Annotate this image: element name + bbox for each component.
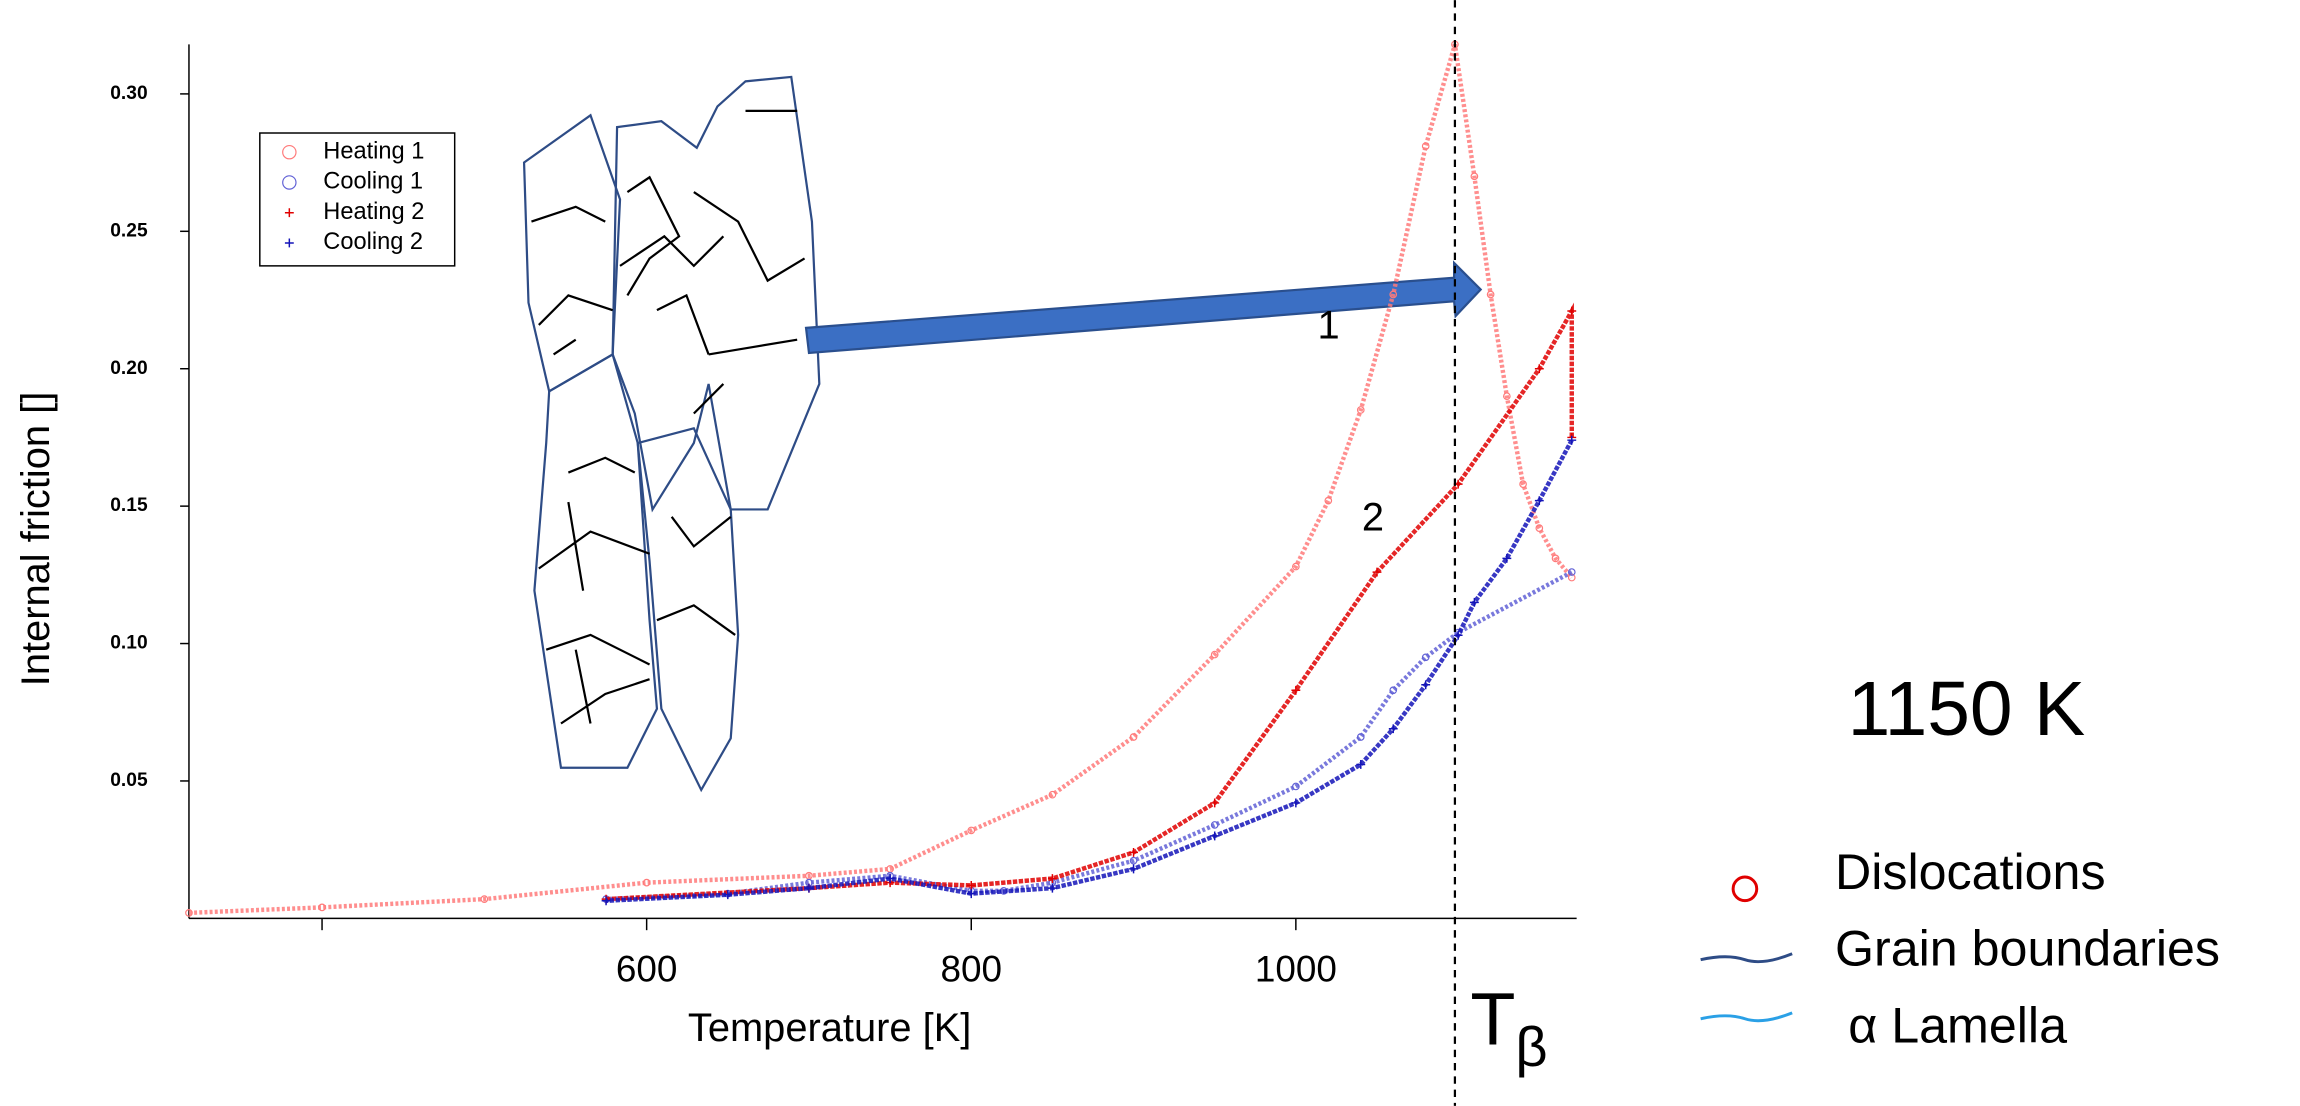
data-point [1388,724,1398,734]
arrow [804,260,1483,355]
data-point [1503,392,1511,401]
data-point [1519,480,1527,488]
data-point [1210,650,1219,659]
data-point [1534,364,1544,374]
data-point [723,890,733,900]
data-point [642,878,651,887]
series [602,568,1576,903]
annotation: 1 [1318,303,1340,347]
feature-label: Grain boundaries [1835,921,2220,977]
data-point [1567,306,1577,316]
data-point [1324,496,1333,505]
data-point [1047,874,1057,883]
y-tick-label: 0.10 [110,633,147,654]
data-point [1356,760,1366,769]
data-point [601,896,611,906]
data-point [885,874,895,883]
data-point [1291,685,1301,695]
transus-sub: β [1515,1015,1547,1078]
transus-main: T [1470,977,1515,1060]
series [601,435,1577,906]
legend-symbol [284,208,294,218]
annotation: 2 [1362,495,1384,539]
legend-symbol [282,144,297,160]
data-point [1567,568,1576,576]
data-point [1421,680,1431,690]
data-point [967,826,976,835]
data-point [318,903,326,912]
dislocation-symbol [1731,875,1759,903]
data-point [1421,142,1430,150]
data-point [1356,406,1365,414]
series [601,302,1577,904]
transus-label: Tβ [1470,977,1547,1078]
data-point [1129,847,1138,857]
grain-sketch [522,75,821,793]
feature-label: α Lamella [1848,997,2067,1053]
data-point [804,883,814,893]
x-tick-label: 600 [616,948,678,989]
legend: Heating 1 Cooling 1 Heating 2 Cooling 2 [259,132,456,267]
legend-symbol [284,238,294,248]
series [185,40,1576,917]
feature-label: Dislocations [1835,844,2106,900]
data-point [1389,290,1398,299]
data-point [480,895,489,903]
y-tick-label: 0.05 [110,770,148,791]
legend-label: Heating 2 [323,199,424,225]
data-point [1535,524,1544,532]
lamella-symbol [1700,1011,1793,1023]
data-point [1469,597,1479,607]
data-point [1210,831,1220,841]
x-axis-label: Temperature [K] [688,1006,971,1050]
data-point [1389,686,1398,695]
data-point [1356,733,1365,741]
x-tick-label: 800 [940,948,1002,989]
data-point [1372,567,1382,577]
data-point [1210,821,1219,829]
y-tick-label: 0.30 [110,83,147,104]
data-point [1292,562,1300,571]
feature-legend: Dislocations Grain boundaries α Lamella [1700,844,2220,1053]
data-point [1129,856,1138,865]
data-point [185,909,193,917]
y-tick-label: 0.15 [110,495,148,516]
data-point [1470,172,1479,181]
y-axis-label: Internal friction [] [14,392,58,687]
data-point [1534,496,1544,506]
temperature-note: 1150 K [1848,667,2086,752]
y-tick-label: 0.25 [110,220,148,241]
data-point [1567,435,1577,445]
data-point [1129,733,1138,741]
legend-label: Cooling 1 [323,169,423,195]
legend-label: Cooling 2 [323,229,423,255]
data-point [1551,554,1560,563]
data-point [1292,782,1300,791]
data-point [966,880,976,890]
data-point [1210,798,1220,808]
data-point [1486,290,1495,299]
x-tick-label: 1000 [1255,948,1337,989]
series-line [605,302,1574,902]
data-point [1291,798,1301,808]
legend-symbol [282,175,297,190]
grain-boundary-symbol [1700,952,1793,964]
data-point [1047,883,1057,893]
data-point [966,889,976,899]
data-point [1129,864,1138,874]
data-point [1421,653,1430,662]
series-line [605,570,1573,902]
data-point [1453,630,1463,640]
y-tick-label: 0.20 [110,358,147,379]
data-point [1048,790,1057,799]
data-point [1502,553,1512,563]
legend-label: Heating 1 [323,138,424,164]
